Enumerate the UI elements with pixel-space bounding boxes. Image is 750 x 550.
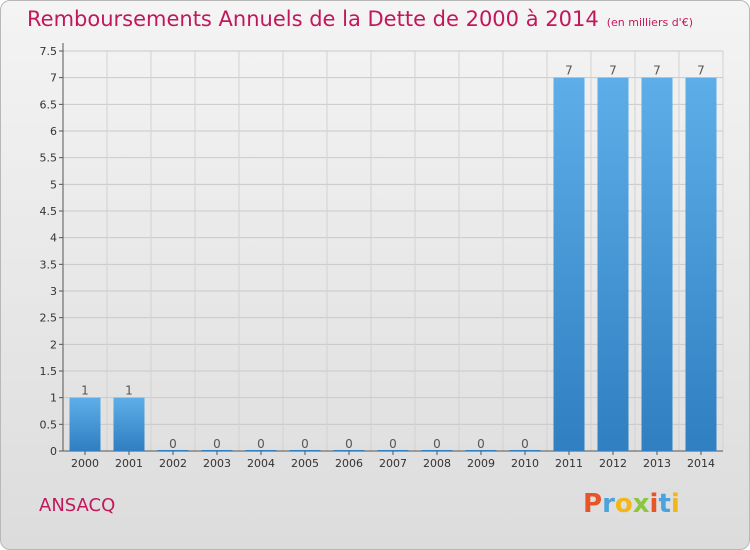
y-tick-label: 6.5 bbox=[40, 98, 58, 111]
proxiti-logo[interactable]: Proxiti bbox=[583, 489, 680, 519]
x-tick-label: 2003 bbox=[203, 457, 231, 470]
bar-2009 bbox=[465, 450, 497, 451]
y-tick-label: 1 bbox=[50, 392, 57, 405]
x-tick-label: 2008 bbox=[423, 457, 451, 470]
x-tick-label: 2006 bbox=[335, 457, 363, 470]
bar-2011 bbox=[553, 77, 585, 452]
value-label: 1 bbox=[81, 384, 89, 398]
y-tick-label: 3 bbox=[50, 285, 57, 298]
y-tick-label: 4 bbox=[50, 232, 57, 245]
x-tick-label: 2007 bbox=[379, 457, 407, 470]
y-tick-label: 2 bbox=[50, 338, 57, 351]
value-label: 0 bbox=[257, 437, 265, 451]
value-label: 0 bbox=[477, 437, 485, 451]
value-label: 7 bbox=[609, 64, 617, 78]
y-tick-label: 4.5 bbox=[40, 205, 58, 218]
logo-letter: o bbox=[614, 489, 633, 519]
bars bbox=[69, 77, 717, 452]
value-label: 0 bbox=[433, 437, 441, 451]
bar-2007 bbox=[377, 450, 409, 451]
y-tick-label: 7.5 bbox=[40, 45, 58, 58]
logo-letter: P bbox=[583, 489, 603, 519]
x-tick-label: 2013 bbox=[643, 457, 671, 470]
y-tick-label: 0 bbox=[50, 445, 57, 458]
value-label: 7 bbox=[565, 64, 573, 78]
x-tick-label: 2012 bbox=[599, 457, 627, 470]
bar-2003 bbox=[201, 450, 233, 451]
x-tick-label: 2011 bbox=[555, 457, 583, 470]
logo-letter: i bbox=[649, 489, 659, 519]
y-tick-label: 2.5 bbox=[40, 312, 58, 325]
x-tick-label: 2010 bbox=[511, 457, 539, 470]
bar-2014 bbox=[685, 77, 717, 452]
x-tick-label: 2002 bbox=[159, 457, 187, 470]
value-label: 0 bbox=[213, 437, 221, 451]
x-tick-label: 2005 bbox=[291, 457, 319, 470]
logo-letter: i bbox=[670, 489, 680, 519]
x-tick-label: 2000 bbox=[71, 457, 99, 470]
x-tick-label: 2009 bbox=[467, 457, 495, 470]
labels: 0 0.5 1 1.5 2 2.5 3 3.5 4 4.5 5 5.5 6 6.5 7 7.5 2000 1 200… bbox=[40, 45, 716, 470]
chart-subtitle: (en milliers d'€) bbox=[606, 16, 693, 29]
bar-2013 bbox=[641, 77, 673, 452]
value-label: 0 bbox=[521, 437, 529, 451]
bar-2000 bbox=[69, 397, 101, 451]
x-tick-label: 2004 bbox=[247, 457, 275, 470]
logo-letter: t bbox=[658, 489, 671, 519]
value-label: 7 bbox=[653, 64, 661, 78]
value-label: 0 bbox=[389, 437, 397, 451]
logo-letter: r bbox=[602, 489, 615, 519]
y-tick-label: 5.5 bbox=[40, 152, 58, 165]
value-label: 7 bbox=[697, 64, 705, 78]
logo-letter: x bbox=[632, 489, 650, 519]
y-tick-label: 1.5 bbox=[40, 365, 58, 378]
chart-title: Remboursements Annuels de la Dette de 20… bbox=[27, 7, 693, 31]
bar-2001 bbox=[113, 397, 145, 451]
y-tick-label: 3.5 bbox=[40, 258, 58, 271]
x-tick-label: 2001 bbox=[115, 457, 143, 470]
value-label: 0 bbox=[345, 437, 353, 451]
bar-2008 bbox=[421, 450, 453, 451]
x-tick-label: 2014 bbox=[687, 457, 715, 470]
commune-name: ANSACQ bbox=[39, 495, 116, 516]
bar-2005 bbox=[289, 450, 321, 451]
bar-2012 bbox=[597, 77, 629, 452]
y-tick-label: 6 bbox=[50, 125, 57, 138]
bar-2004 bbox=[245, 450, 277, 451]
value-label: 0 bbox=[169, 437, 177, 451]
bar-2010 bbox=[509, 450, 541, 451]
chart-title-text: Remboursements Annuels de la Dette de 20… bbox=[27, 7, 599, 31]
bar-2002 bbox=[157, 450, 189, 451]
value-label: 0 bbox=[301, 437, 309, 451]
value-label: 1 bbox=[125, 384, 133, 398]
y-tick-label: 0.5 bbox=[40, 418, 58, 431]
y-tick-label: 7 bbox=[50, 72, 57, 85]
bar-2006 bbox=[333, 450, 365, 451]
y-tick-label: 5 bbox=[50, 178, 57, 191]
